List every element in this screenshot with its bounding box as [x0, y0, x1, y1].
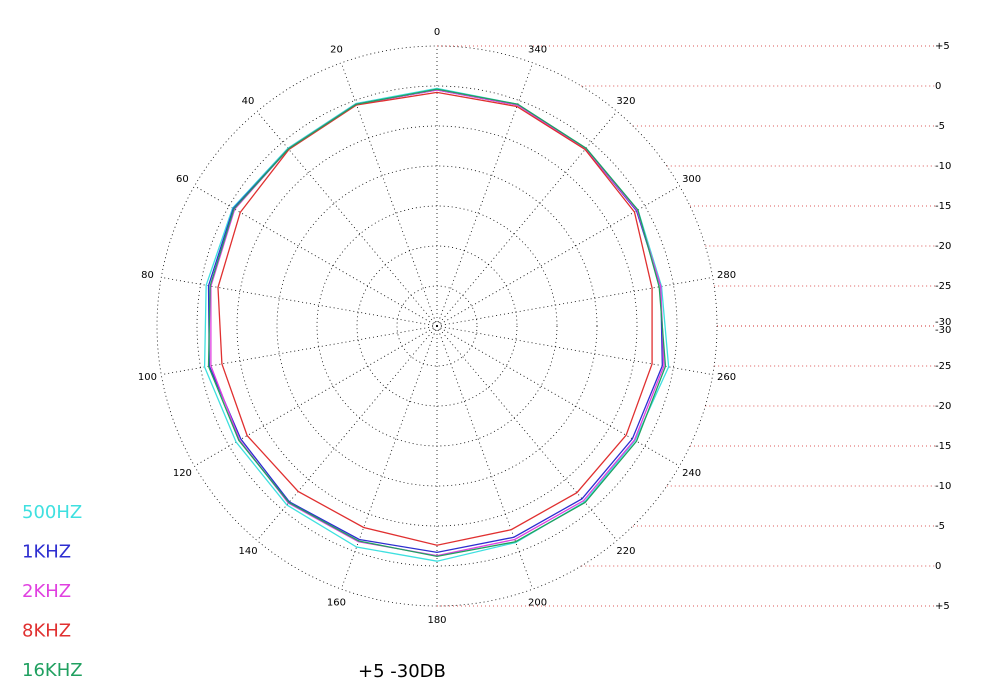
theta-tick-label: 260 — [717, 372, 736, 383]
r-tick-label: -25 — [935, 281, 951, 292]
theta-tick-label: 80 — [141, 270, 154, 281]
grid-spoke — [436, 325, 534, 590]
theta-tick-label: 40 — [242, 96, 255, 107]
r-tick-label: -10 — [935, 481, 951, 492]
r-tick-label: -30 — [935, 325, 951, 336]
grid-spoke — [194, 185, 438, 327]
grid-spoke — [436, 62, 534, 327]
r-tick-label: 0 — [935, 561, 941, 572]
theta-tick-label: 20 — [330, 45, 343, 56]
grid-spoke — [436, 111, 618, 327]
r-tick-label: -20 — [935, 241, 951, 252]
theta-tick-label: 280 — [717, 270, 736, 281]
grid-spoke — [161, 325, 438, 376]
theta-tick-label: 300 — [682, 174, 701, 185]
r-tick-label: -5 — [935, 121, 945, 132]
theta-tick-label: 140 — [238, 546, 257, 557]
theta-tick-label: 60 — [176, 174, 189, 185]
theta-tick-label: 160 — [327, 597, 346, 608]
grid-spoke — [436, 276, 713, 327]
theta-tick-label: 200 — [528, 597, 547, 608]
legend-label: 16KHZ — [22, 660, 83, 681]
r-tick-label: -15 — [935, 201, 951, 212]
theta-tick-label: 180 — [427, 615, 446, 626]
grid-spoke — [436, 185, 680, 327]
legend-label: 8KHZ — [22, 621, 71, 642]
legend-label: 500HZ — [22, 502, 82, 523]
r-tick-label: -15 — [935, 441, 951, 452]
grid-spoke — [340, 62, 438, 327]
theta-tick-label: 120 — [173, 468, 192, 479]
r-tick-label: 0 — [935, 81, 941, 92]
legend-label: 1KHZ — [22, 542, 71, 563]
legend-label: 2KHZ — [22, 581, 71, 602]
grid-ring — [276, 165, 598, 487]
series-line — [207, 88, 667, 558]
r-tick-label: +5 — [935, 601, 950, 612]
grid-ring — [236, 125, 638, 527]
grid-spoke — [161, 276, 438, 327]
grid-spoke — [256, 111, 438, 327]
series-line — [217, 91, 653, 546]
series-line — [210, 89, 665, 557]
theta-tick-label: 320 — [616, 96, 635, 107]
grid-ring — [156, 45, 718, 607]
theta-tick-label: 100 — [138, 372, 157, 383]
theta-tick-label: 220 — [616, 546, 635, 557]
theta-tick-label: 340 — [528, 45, 547, 56]
theta-tick-label: 0 — [434, 27, 440, 38]
grid-spoke — [256, 325, 438, 541]
grid-spoke — [194, 325, 438, 467]
theta-tick-label: 240 — [682, 468, 701, 479]
grid-spoke — [436, 325, 618, 541]
r-tick-label: -30 — [935, 317, 951, 328]
r-tick-label: -10 — [935, 161, 951, 172]
grid-spoke — [436, 325, 713, 376]
r-tick-label: -25 — [935, 361, 951, 372]
r-tick-label: +5 — [935, 41, 950, 52]
grid-spoke — [436, 325, 680, 467]
r-tick-label: -5 — [935, 521, 945, 532]
grid-spoke — [340, 325, 438, 590]
r-tick-label: -20 — [935, 401, 951, 412]
range-label: +5 -30DB — [358, 661, 446, 682]
series-line — [207, 89, 663, 554]
